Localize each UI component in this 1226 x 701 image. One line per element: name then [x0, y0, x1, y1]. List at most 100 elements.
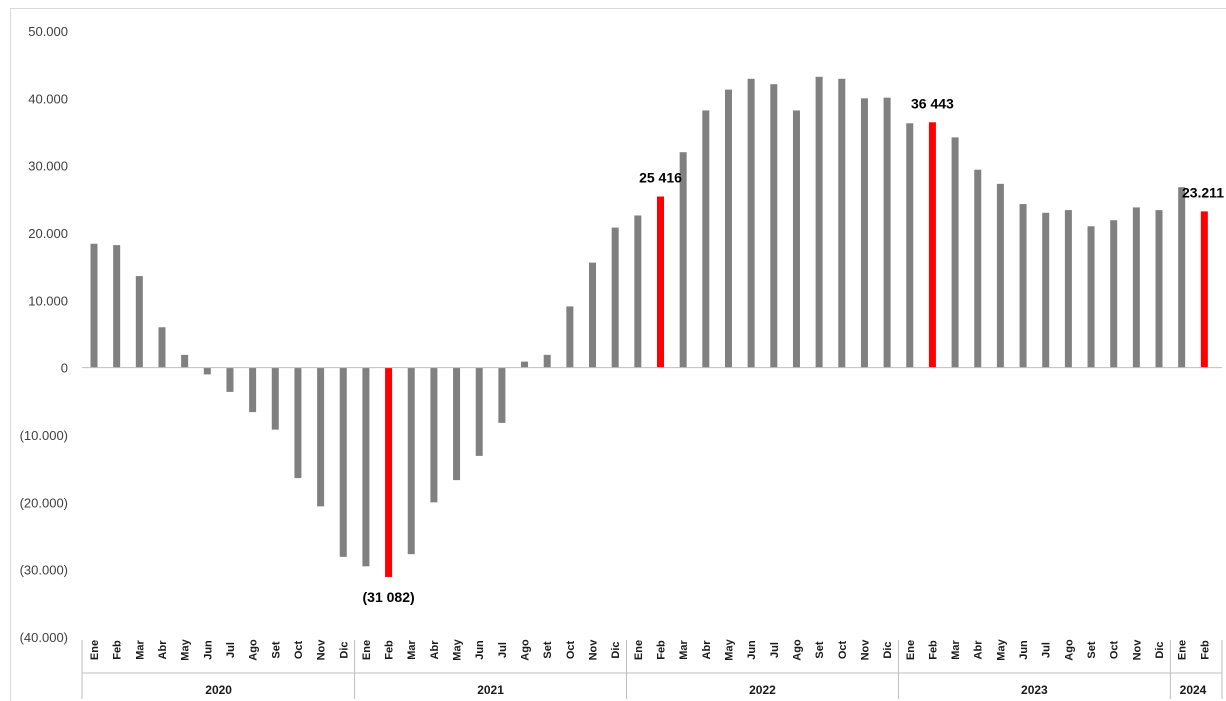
month-label: Jun [746, 640, 758, 660]
bar [611, 227, 619, 368]
bar [203, 367, 211, 375]
bar [475, 367, 483, 456]
data-label: 25 416 [639, 170, 682, 186]
month-label: Oct [837, 640, 849, 659]
month-label: Abr [157, 640, 169, 660]
y-tick-label: 30.000 [28, 159, 68, 174]
month-label: Ene [361, 640, 373, 660]
month-label: May [180, 638, 192, 660]
bar [181, 354, 189, 368]
month-label: Jul [497, 642, 509, 658]
y-tick-label: 20.000 [28, 226, 68, 241]
month-label: Abr [973, 640, 985, 660]
month-label: Feb [927, 640, 939, 660]
bar [317, 367, 325, 507]
data-label: (31 082) [363, 589, 415, 605]
bar [770, 84, 778, 368]
y-tick-label: (10.000) [20, 428, 68, 443]
bar [566, 306, 574, 368]
highlight-bar [1200, 211, 1208, 368]
bar [158, 327, 166, 368]
bar [113, 245, 121, 368]
bar [90, 243, 98, 368]
y-tick-label: 40.000 [28, 91, 68, 106]
month-label: Nov [316, 639, 328, 661]
bar [996, 183, 1004, 368]
bar [430, 367, 438, 503]
year-label: 2023 [1021, 683, 1048, 697]
bar [543, 354, 551, 368]
month-label: Dic [338, 641, 350, 658]
month-label: Set [814, 641, 826, 658]
bar [1178, 187, 1186, 368]
y-tick-label: (30.000) [20, 563, 68, 578]
month-label: Set [270, 641, 282, 658]
month-label: Dic [1154, 641, 1166, 658]
year-label: 2021 [477, 683, 504, 697]
bar [747, 78, 755, 368]
month-label: Jun [1018, 640, 1030, 660]
month-label: Dic [610, 641, 622, 658]
bar [838, 78, 846, 368]
month-label: Feb [384, 640, 396, 660]
bar [1042, 212, 1050, 368]
y-tick-label: 10.000 [28, 293, 68, 308]
month-label: Ago [248, 639, 260, 661]
month-label: Jun [474, 640, 486, 660]
month-label: Ago [1063, 639, 1075, 661]
bar [1019, 204, 1027, 368]
bar [362, 367, 370, 567]
y-tick-label: (20.000) [20, 495, 68, 510]
month-label: Feb [656, 640, 668, 660]
month-label: Jul [769, 642, 781, 658]
month-label: Ene [89, 640, 101, 660]
bar [792, 110, 800, 368]
month-label: Jul [225, 642, 237, 658]
month-label: Ago [520, 639, 532, 661]
month-label: Dic [882, 641, 894, 658]
bar [407, 367, 415, 555]
bar [1087, 226, 1095, 368]
year-label: 2020 [205, 683, 232, 697]
bar [906, 123, 914, 368]
month-label: Set [1086, 641, 1098, 658]
month-label: Jul [1041, 642, 1053, 658]
bar [271, 367, 279, 430]
bar [135, 276, 143, 368]
bar [1064, 210, 1072, 368]
bar [951, 137, 959, 368]
bar [702, 110, 710, 368]
year-label: 2024 [1180, 683, 1207, 697]
month-label: Set [542, 641, 554, 658]
month-label: Oct [293, 640, 305, 659]
chart-frame [10, 8, 1226, 701]
data-label: 36 443 [911, 95, 954, 111]
month-label: Abr [701, 640, 713, 660]
month-label: Mar [950, 640, 962, 660]
month-label: May [995, 638, 1007, 660]
bar [1132, 207, 1140, 368]
month-label: Ene [633, 640, 645, 660]
highlight-bar [657, 196, 664, 368]
bar [1110, 220, 1118, 368]
month-label: Abr [429, 640, 441, 660]
bar [634, 215, 642, 368]
bar [294, 367, 302, 479]
month-label: Jun [202, 640, 214, 660]
bar [883, 97, 891, 368]
month-label: Oct [565, 640, 577, 659]
highlight-bar [385, 367, 393, 577]
bar [249, 367, 257, 413]
bar [1155, 210, 1163, 368]
month-label: May [452, 638, 464, 660]
month-label: Mar [678, 640, 690, 660]
bar [339, 367, 347, 557]
month-label: Oct [1109, 640, 1121, 659]
month-label: Nov [588, 639, 600, 661]
month-label: Nov [859, 639, 871, 661]
year-label: 2022 [749, 683, 776, 697]
month-label: Feb [1199, 640, 1211, 660]
y-tick-label: 50.000 [28, 24, 68, 39]
month-label: Mar [134, 640, 146, 660]
